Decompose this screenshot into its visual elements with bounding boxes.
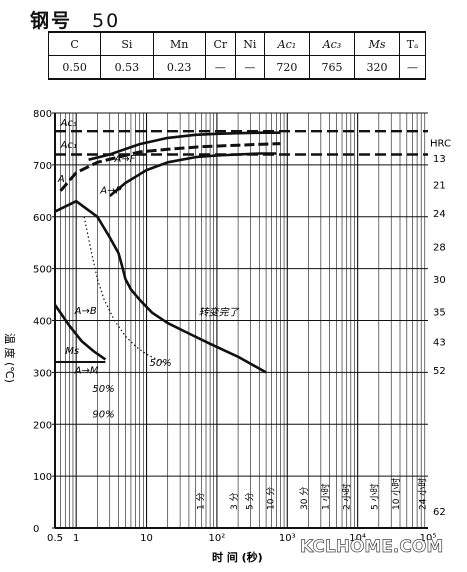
curve-annotation: Ms <box>65 346 79 357</box>
time-marker-label: 5 分 <box>244 492 255 510</box>
y-tick-label: 500 <box>33 265 52 276</box>
comp-value: — <box>234 55 265 80</box>
time-marker-label: 10 分 <box>266 487 277 510</box>
comp-header: Cr <box>204 31 236 56</box>
composition-header-row: C Si Mn Cr Ni Ac₁ Ac₃ Ms Tₐ <box>47 31 426 56</box>
curve-annotation: 50% <box>149 358 171 369</box>
time-marker-label: 5 小时 <box>369 483 381 510</box>
curve-annotation: 90% <box>92 410 114 421</box>
curve-annotation: Ac₁ <box>60 140 77 151</box>
time-marker-label: 24 小时 <box>417 478 429 510</box>
curve-annotation: Ac₃ <box>60 118 77 129</box>
y-tick-label: 800 <box>33 109 52 120</box>
hrc-mark-label: 13 <box>433 154 446 165</box>
hrc-mark-label: 52 <box>433 366 446 377</box>
y-tick-label: 300 <box>33 368 52 379</box>
ttt-curve <box>59 142 281 192</box>
ttt-curve <box>53 304 107 361</box>
comp-value: — <box>399 55 426 80</box>
reference-lines <box>55 129 428 363</box>
time-marker-label: 1 小时 <box>319 483 331 510</box>
hrc-mark-label: 21 <box>433 181 446 192</box>
y-tick-label: 0 <box>33 524 39 535</box>
ttt-curve <box>54 199 267 374</box>
x-axis-label: 时 间 (秒) <box>212 550 263 564</box>
ttt-curve <box>108 152 277 197</box>
curve-annotation: 转变完了 <box>199 306 240 318</box>
x-tick-label: 10⁴ <box>349 533 366 544</box>
composition-value-row: 0.50 0.53 0.23 — — 720 765 320 — <box>47 55 426 80</box>
hrc-mark-label: 62 <box>433 507 446 518</box>
hrc-mark-label: 35 <box>433 308 446 319</box>
x-tick-label: 10² <box>209 533 226 544</box>
curve-annotation: A <box>57 174 65 185</box>
y-tick-label: 600 <box>33 213 52 224</box>
x-tick-label: 10 <box>140 533 153 544</box>
curve-annotation: 50% <box>92 384 114 395</box>
curve-annotation: A→B <box>74 306 97 317</box>
time-marker-label: 2 小时 <box>341 483 353 510</box>
comp-header: Ac₁ <box>263 31 310 56</box>
time-marker-label: 10 小时 <box>390 478 402 510</box>
curve-annotation: A→P <box>99 185 122 196</box>
chart-grid <box>54 112 428 529</box>
composition-table: C Si Mn Cr Ni Ac₁ Ac₃ Ms Tₐ 0.50 0.53 0.… <box>47 31 426 80</box>
steel-grade-label: 钢号 <box>30 10 73 32</box>
chart-axes <box>52 112 428 529</box>
comp-value: 720 <box>263 55 310 80</box>
comp-value: 0.53 <box>100 55 154 80</box>
comp-header: Si <box>100 31 154 56</box>
ttt-curve <box>83 216 168 366</box>
y-axis-label: 温 度 (℃) <box>3 333 17 383</box>
comp-header: Ac₃ <box>308 31 356 56</box>
curve-annotation: A→F <box>113 154 135 165</box>
time-marker-label: 1 分 <box>195 492 206 510</box>
x-tick-label: 0.5 <box>47 533 63 544</box>
comp-value: — <box>204 55 236 80</box>
x-tick-label: 10⁵ <box>420 533 437 544</box>
comp-value: 0.23 <box>152 55 206 80</box>
y-tick-label: 200 <box>33 420 52 431</box>
watermark: KCLHOME.COM <box>300 537 443 557</box>
hrc-mark-label: 43 <box>433 337 446 348</box>
hrc-mark-label: 28 <box>433 242 446 253</box>
comp-header: Ms <box>353 31 401 56</box>
y-tick-label: 100 <box>33 472 52 483</box>
x-tick-label: 1 <box>73 533 79 544</box>
steel-grade-heading: 钢号 50 <box>30 6 120 33</box>
y-tick-label: 700 <box>33 161 52 172</box>
hrc-mark-label: 30 <box>433 275 446 286</box>
hrc-title: HRC <box>430 139 451 150</box>
transformation-curves <box>53 131 281 374</box>
x-tick-label: 10³ <box>279 533 296 544</box>
steel-grade-value: 50 <box>92 10 121 32</box>
chart-labels: 0 100 200 300 400 500 600 700 800 0.5 1 10 10² 10³ 10⁴… <box>33 109 451 544</box>
hrc-mark-label: 24 <box>433 209 446 220</box>
curve-annotation: A→M <box>74 365 99 376</box>
comp-value: 320 <box>353 55 401 80</box>
y-tick-label: 400 <box>33 317 52 328</box>
ttt-curve <box>88 131 281 161</box>
comp-value: 765 <box>308 55 356 80</box>
comp-value: 0.50 <box>47 55 102 80</box>
time-marker-label: 30 分 <box>299 487 310 510</box>
time-marker-label: 3 分 <box>229 492 240 510</box>
comp-header: Ni <box>234 31 265 56</box>
